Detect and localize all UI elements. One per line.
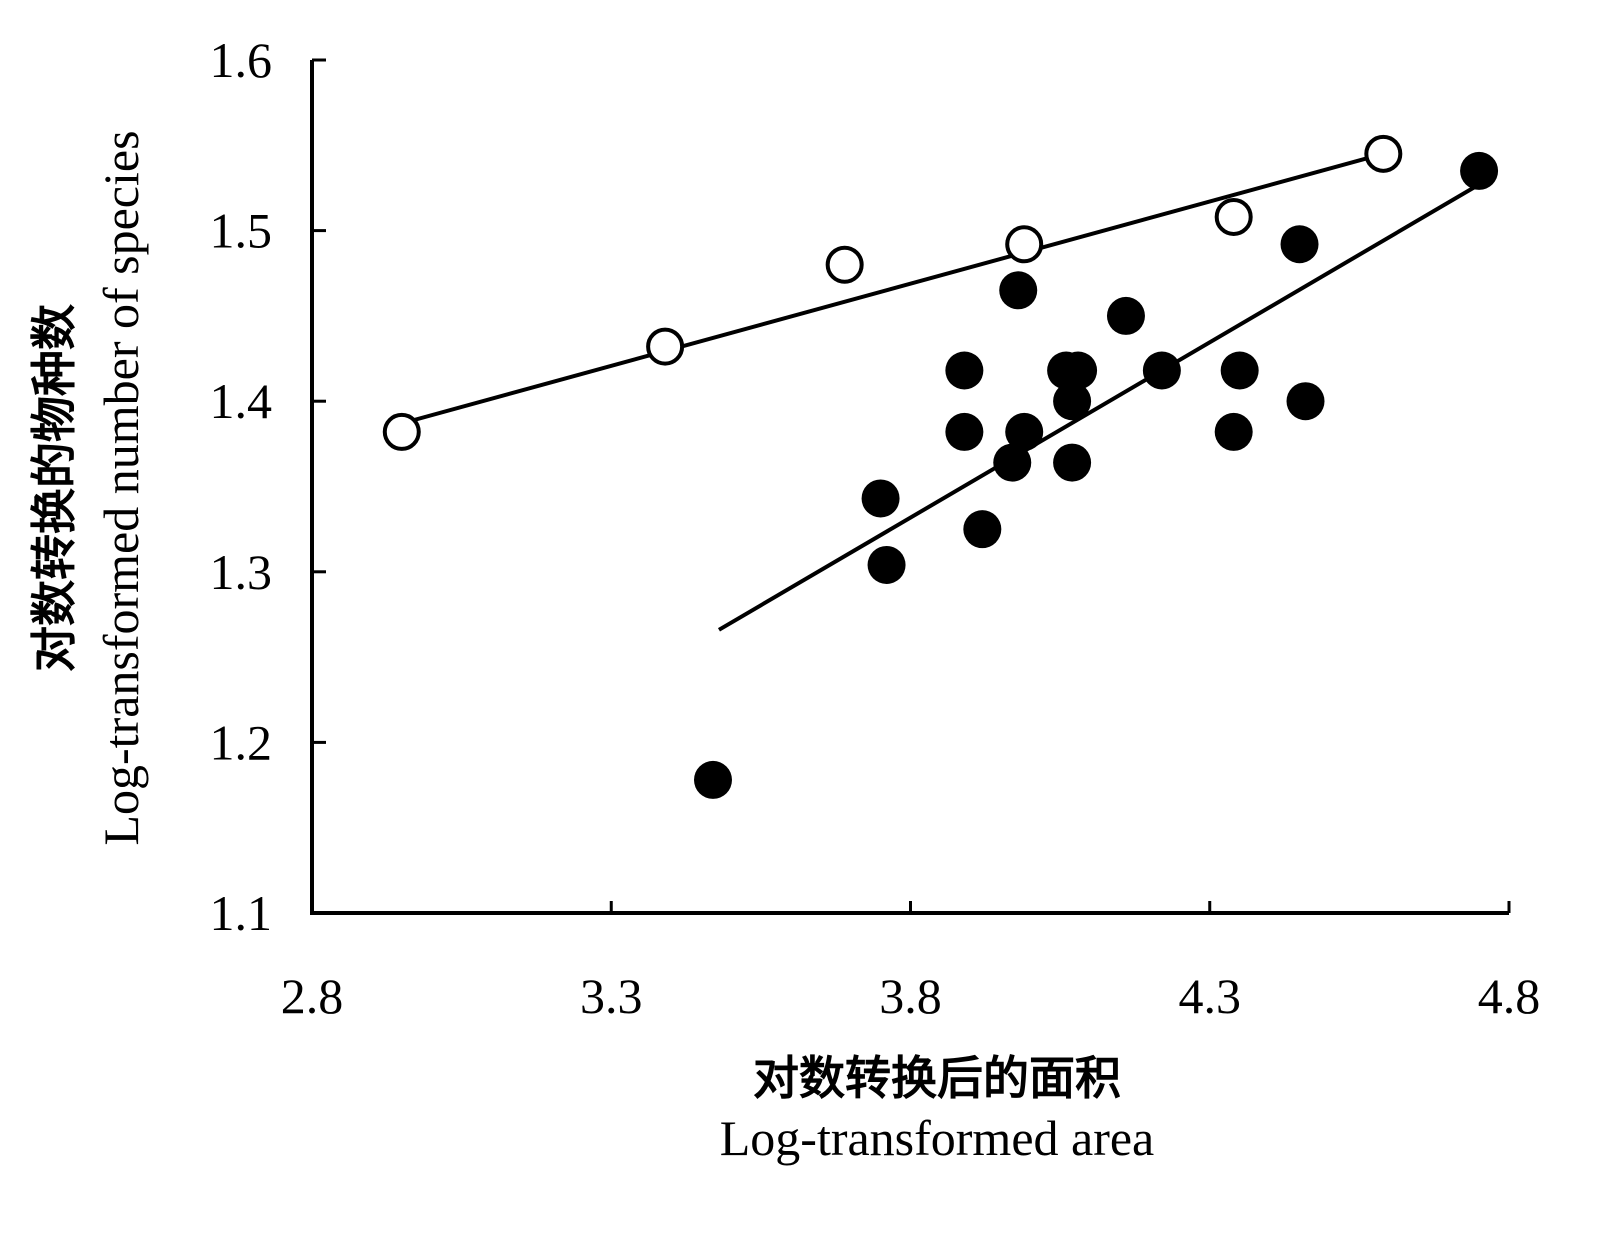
data-points (382, 134, 1499, 799)
data-point-filled-circle (945, 351, 984, 390)
y-tick-label: 1.5 (210, 203, 273, 259)
data-point-open-circle (1214, 197, 1253, 236)
x-tick-label: 3.3 (580, 968, 643, 1024)
data-point-open-circle (646, 327, 685, 366)
y-tick-label: 1.1 (210, 885, 273, 941)
x-tick-label: 2.8 (281, 968, 344, 1024)
x-tick-label: 4.3 (1179, 968, 1242, 1024)
x-axis-ticks: 2.8 3.3 3.8 4.3 4.8 (281, 901, 1541, 1024)
y-axis-ticks: 1.1 1.2 1.3 1.4 1.5 1.6 (210, 32, 326, 941)
y-axis-title: Log-transformed number of species (93, 130, 149, 845)
data-point-open-circle (382, 412, 421, 451)
x-axis-title: Log-transformed area (720, 1110, 1155, 1166)
data-point-filled-circle (1286, 382, 1325, 421)
y-tick-label: 1.3 (210, 544, 273, 600)
y-axis-title-cn: 对数转换的物种数 (27, 304, 81, 672)
data-point-filled-circle (1220, 351, 1259, 390)
data-point-filled-circle (693, 760, 732, 799)
y-tick-label: 1.6 (210, 32, 273, 88)
trendline-open-circle (401, 151, 1384, 426)
data-point-open-circle (1005, 225, 1044, 264)
axes (310, 60, 1509, 915)
y-tick-label: 1.4 (210, 373, 273, 429)
data-point-filled-circle (945, 412, 984, 451)
data-point-filled-circle (861, 479, 900, 518)
data-point-filled-circle (1053, 382, 1092, 421)
trendline-filled-circle (717, 182, 1481, 632)
data-point-filled-circle (1005, 412, 1044, 451)
data-point-filled-circle (963, 510, 1002, 549)
data-point-filled-circle (1460, 151, 1499, 190)
x-tick-label: 3.8 (879, 968, 942, 1024)
data-point-filled-circle (1142, 351, 1181, 390)
data-point-filled-circle (1053, 443, 1092, 482)
data-point-filled-circle (1059, 351, 1098, 390)
data-point-open-circle (1364, 134, 1403, 173)
x-tick-label: 4.8 (1478, 968, 1541, 1024)
data-point-open-circle (825, 245, 864, 284)
data-point-filled-circle (993, 443, 1032, 482)
trendlines (401, 151, 1481, 632)
data-point-filled-circle (867, 545, 906, 584)
x-axis-title-cn: 对数转换后的面积 (753, 1051, 1121, 1105)
data-point-filled-circle (1280, 225, 1319, 264)
y-tick-label: 1.2 (210, 714, 273, 770)
data-point-filled-circle (999, 271, 1038, 310)
data-point-filled-circle (1214, 412, 1253, 451)
data-point-filled-circle (1106, 296, 1145, 335)
